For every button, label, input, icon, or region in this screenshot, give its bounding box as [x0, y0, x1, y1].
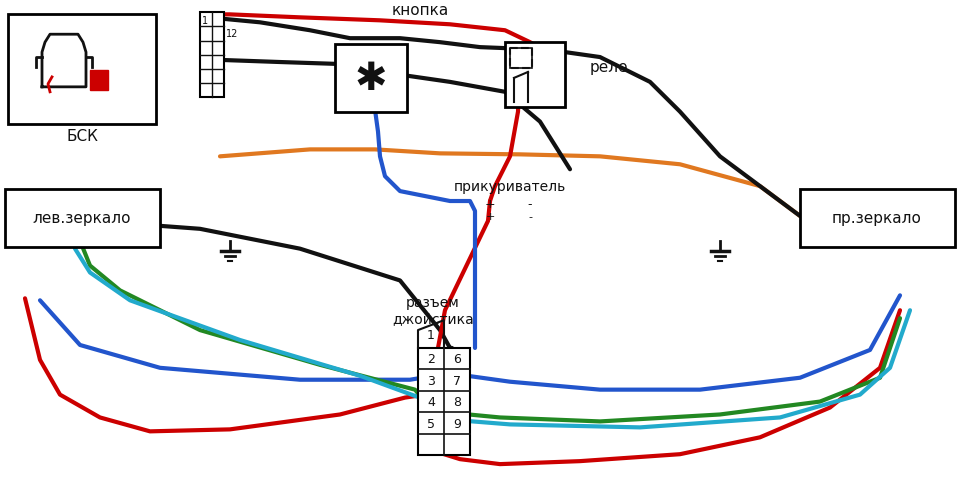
Bar — [510, 49, 532, 69]
Bar — [335, 45, 407, 112]
Text: 2: 2 — [427, 352, 435, 365]
Text: 1: 1 — [202, 16, 208, 26]
Bar — [200, 13, 224, 97]
Text: 1: 1 — [427, 328, 435, 341]
Bar — [90, 71, 108, 91]
Text: прикуриватель: прикуриватель — [454, 180, 566, 193]
Text: 8: 8 — [453, 395, 461, 408]
Bar — [510, 49, 532, 69]
Text: -: - — [528, 212, 532, 221]
Text: 5: 5 — [427, 417, 435, 430]
Text: 6: 6 — [453, 352, 461, 365]
Text: лев.зеркало: лев.зеркало — [33, 211, 132, 226]
Text: 4: 4 — [427, 395, 435, 408]
Text: пр.зеркало: пр.зеркало — [832, 211, 922, 226]
Text: кнопка: кнопка — [392, 3, 448, 18]
Bar — [5, 190, 160, 247]
Bar — [505, 43, 565, 108]
Bar — [8, 15, 156, 124]
Text: +: + — [485, 198, 495, 211]
Text: 12: 12 — [226, 29, 238, 39]
Text: 7: 7 — [453, 374, 461, 387]
Bar — [800, 190, 955, 247]
Text: БСК: БСК — [66, 128, 98, 143]
Text: реле: реле — [590, 60, 629, 75]
Text: 9: 9 — [453, 417, 461, 430]
Text: -: - — [528, 198, 532, 211]
Text: 3: 3 — [427, 374, 435, 387]
Text: разъем
джойстика: разъем джойстика — [392, 296, 474, 326]
Text: ✱: ✱ — [354, 60, 387, 98]
Text: +: + — [486, 212, 494, 221]
Bar — [418, 348, 470, 455]
